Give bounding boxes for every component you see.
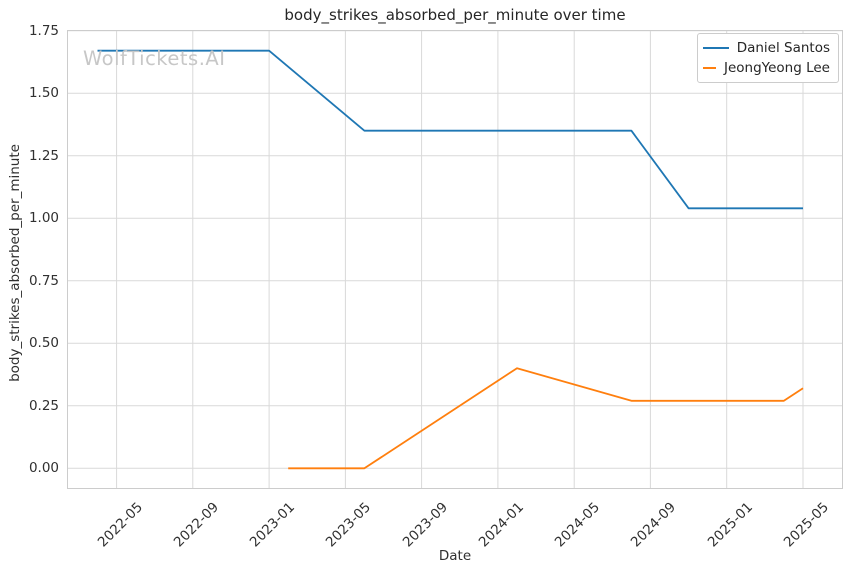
x-axis-label: Date <box>438 548 472 564</box>
legend: Daniel Santos JeongYeong Lee <box>697 33 839 83</box>
y-tick-label: 1.00 <box>28 210 59 226</box>
legend-label: JeongYeong Lee <box>723 59 830 76</box>
watermark: WolfTickets.AI <box>83 47 226 70</box>
legend-line-sample-orange <box>703 66 716 69</box>
axes-frame <box>67 30 843 489</box>
y-tick-label: 0.50 <box>28 335 59 351</box>
legend-item-jeongyeong-lee: JeongYeong Lee <box>703 59 830 76</box>
y-tick-label: 0.25 <box>28 398 59 414</box>
y-tick-label: 0.00 <box>28 460 59 476</box>
series-line-daniel-santos <box>97 49 803 210</box>
chart-title: body_strikes_absorbed_per_minute over ti… <box>284 6 626 24</box>
y-tick-label: 1.75 <box>28 23 59 39</box>
y-tick-label: 1.25 <box>28 148 59 164</box>
legend-line-sample-blue <box>703 46 729 49</box>
legend-label: Daniel Santos <box>736 39 830 56</box>
legend-item-daniel-santos: Daniel Santos <box>703 39 830 56</box>
series-line-jeongyeong-lee <box>288 367 804 470</box>
y-tick-label: 0.75 <box>28 273 59 289</box>
y-tick-label: 1.50 <box>28 85 59 101</box>
